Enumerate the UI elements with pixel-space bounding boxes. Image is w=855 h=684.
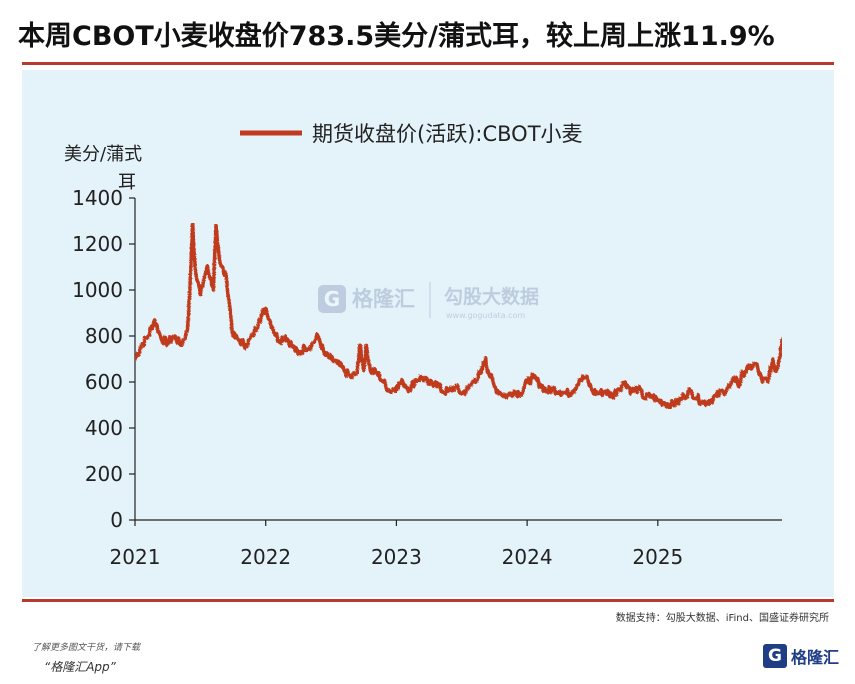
- y-tick-label: 0: [110, 508, 123, 532]
- x-tick-label: 2021: [110, 545, 161, 569]
- source-note: 数据支持：勾股大数据、iFind、国盛证券研究所: [615, 613, 829, 624]
- y-tick-label: 1400: [72, 186, 123, 210]
- y-tick-label: 400: [85, 416, 123, 440]
- x-tick-label: 2022: [240, 545, 291, 569]
- footer-line2: “格隆汇App”: [44, 660, 116, 674]
- x-tick-label: 2025: [632, 545, 683, 569]
- y-tick-label: 200: [85, 462, 123, 486]
- watermark-brand1: 格隆汇: [352, 287, 415, 311]
- x-tick-label: 2023: [371, 545, 422, 569]
- legend: 期货收盘价(活跃):CBOT小麦: [240, 122, 583, 146]
- x-axis-ticks: 2021 2022 2023 2024 2025: [110, 520, 683, 569]
- y-axis-label: 美分/蒲式耳: [64, 144, 142, 193]
- page-title: 本周CBOT小麦收盘价783.5美分/蒲式耳，较上周上涨11.9%: [18, 21, 775, 52]
- y-tick-label: 600: [85, 370, 123, 394]
- y-tick-label: 800: [85, 324, 123, 348]
- series-line-cbot-wheat: [133, 221, 784, 411]
- logo-icon: G: [762, 644, 787, 668]
- watermark-url: www.gogudata.com: [446, 311, 525, 320]
- watermark-logo-icon: [318, 285, 346, 313]
- y-axis-label-line2: 耳: [118, 172, 136, 193]
- y-axis-ticks: 0 200 400 600 800 1000 1200 1400: [72, 186, 135, 532]
- line-chart: G 格隆汇 勾股大数据 www.gogudata.com 期货收盘价(活跃):C…: [64, 122, 784, 569]
- watermark-logo-letter: G: [324, 287, 340, 311]
- watermark: G 格隆汇 勾股大数据 www.gogudata.com: [318, 282, 539, 320]
- footer-line1: 了解更多图文干货，请下载: [32, 643, 141, 653]
- y-tick-label: 1200: [72, 232, 123, 256]
- y-axis-label-line1: 美分/蒲式: [64, 144, 142, 165]
- watermark-brand2: 勾股大数据: [444, 285, 539, 308]
- bottom-divider: [22, 599, 834, 602]
- x-tick-label: 2024: [502, 545, 553, 569]
- y-tick-label: 1000: [72, 278, 123, 302]
- logo-text: 格隆汇: [790, 648, 839, 667]
- axes: [134, 198, 782, 521]
- title-divider: [22, 62, 834, 65]
- legend-label: 期货收盘价(活跃):CBOT小麦: [312, 122, 583, 146]
- chart-panel: G 格隆汇 勾股大数据 www.gogudata.com 期货收盘价(活跃):C…: [22, 70, 834, 597]
- brand-logo: G 格隆汇: [762, 644, 839, 668]
